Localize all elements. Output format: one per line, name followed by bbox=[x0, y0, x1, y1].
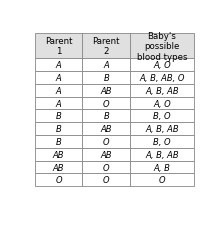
Text: B: B bbox=[103, 74, 109, 83]
Bar bbox=[35, 59, 83, 72]
Bar bbox=[130, 97, 194, 110]
Bar bbox=[130, 59, 194, 72]
Text: O: O bbox=[103, 99, 110, 108]
Text: B: B bbox=[103, 112, 109, 121]
Bar bbox=[130, 135, 194, 148]
Bar bbox=[83, 161, 130, 174]
Text: O: O bbox=[103, 137, 110, 146]
Text: A, B, AB: A, B, AB bbox=[145, 125, 179, 134]
Text: AB: AB bbox=[101, 125, 112, 134]
Text: A: A bbox=[103, 61, 109, 70]
Bar bbox=[83, 135, 130, 148]
Text: O: O bbox=[103, 176, 110, 184]
Bar bbox=[35, 97, 83, 110]
Text: A: A bbox=[56, 99, 62, 108]
Bar bbox=[130, 85, 194, 97]
Bar bbox=[83, 174, 130, 186]
Text: A: A bbox=[56, 74, 62, 83]
Text: Baby's
possible
blood types: Baby's possible blood types bbox=[137, 32, 187, 61]
Text: B, O: B, O bbox=[153, 137, 171, 146]
Text: A: A bbox=[56, 86, 62, 95]
Text: A: A bbox=[56, 61, 62, 70]
Bar bbox=[83, 34, 130, 59]
Bar bbox=[130, 72, 194, 85]
Bar bbox=[130, 174, 194, 186]
Text: AB: AB bbox=[53, 150, 64, 159]
Bar bbox=[83, 97, 130, 110]
Text: AB: AB bbox=[53, 163, 64, 172]
Text: AB: AB bbox=[101, 150, 112, 159]
Text: O: O bbox=[55, 176, 62, 184]
Bar bbox=[130, 123, 194, 135]
Bar bbox=[35, 85, 83, 97]
Text: AB: AB bbox=[101, 86, 112, 95]
Bar bbox=[35, 34, 83, 59]
Bar bbox=[83, 72, 130, 85]
Bar bbox=[83, 59, 130, 72]
Bar bbox=[35, 135, 83, 148]
Bar bbox=[130, 161, 194, 174]
Text: A, O: A, O bbox=[153, 99, 171, 108]
Bar bbox=[35, 148, 83, 161]
Bar bbox=[130, 148, 194, 161]
Text: Parent
1: Parent 1 bbox=[45, 37, 72, 56]
Bar bbox=[83, 123, 130, 135]
Text: A, B, AB, O: A, B, AB, O bbox=[139, 74, 185, 83]
Bar bbox=[83, 85, 130, 97]
Text: A, O: A, O bbox=[153, 61, 171, 70]
Bar bbox=[35, 161, 83, 174]
Bar bbox=[83, 110, 130, 123]
Text: A, B, AB: A, B, AB bbox=[145, 150, 179, 159]
Text: B: B bbox=[56, 137, 62, 146]
Text: B: B bbox=[56, 112, 62, 121]
Bar bbox=[35, 123, 83, 135]
Text: O: O bbox=[103, 163, 110, 172]
Bar bbox=[83, 148, 130, 161]
Bar bbox=[35, 110, 83, 123]
Text: B: B bbox=[56, 125, 62, 134]
Text: A, B: A, B bbox=[154, 163, 170, 172]
Bar bbox=[35, 72, 83, 85]
Text: A, B, AB: A, B, AB bbox=[145, 86, 179, 95]
Bar bbox=[35, 174, 83, 186]
Text: O: O bbox=[159, 176, 165, 184]
Bar bbox=[130, 110, 194, 123]
Text: Parent
2: Parent 2 bbox=[93, 37, 120, 56]
Text: B, O: B, O bbox=[153, 112, 171, 121]
Bar bbox=[130, 34, 194, 59]
